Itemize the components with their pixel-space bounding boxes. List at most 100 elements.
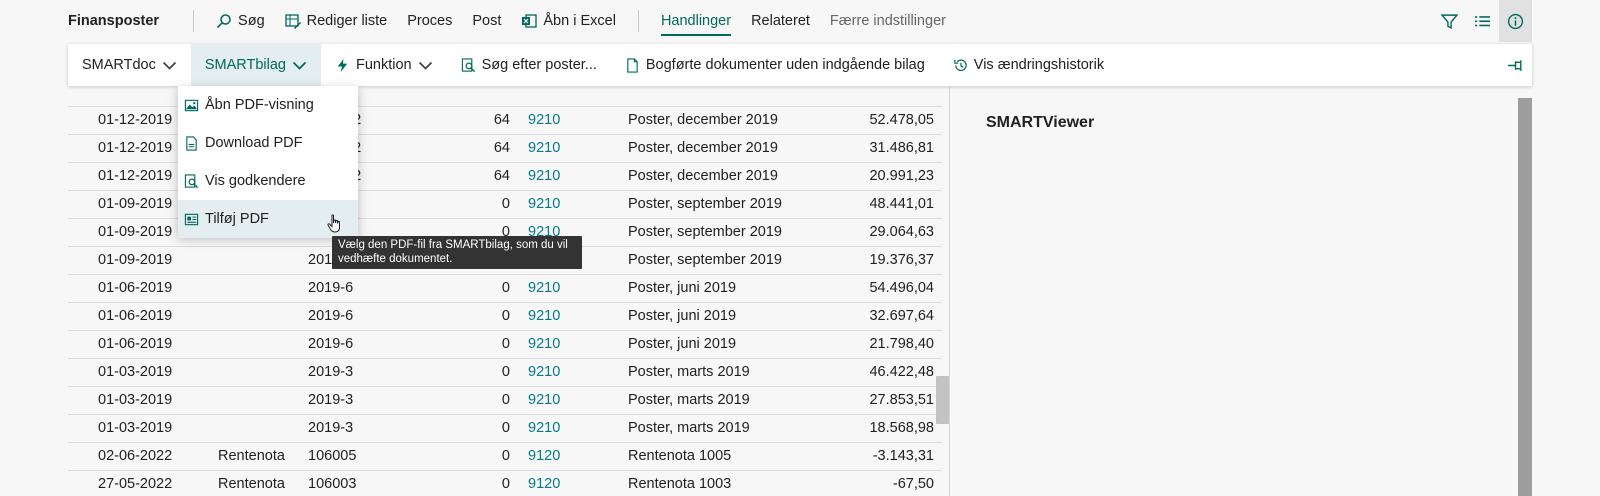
change-history-button[interactable]: Vis ændringshistorik: [939, 44, 1118, 86]
menu-item-label: Vis godkendere: [205, 173, 306, 189]
table-row[interactable]: 02-06-2022 Rentenota 106005 0 9120 Rentenota …: [68, 442, 942, 471]
account-link[interactable]: 9210: [528, 106, 628, 135]
chevron-down-icon: [162, 61, 177, 70]
account-link[interactable]: 9120: [528, 442, 628, 471]
description-cell: Poster, juni 2019: [628, 274, 823, 303]
document-no-cell: 2019-6: [308, 274, 413, 303]
number-cell: 0: [413, 190, 528, 219]
grid-scrollbar-thumb[interactable]: [936, 376, 949, 424]
table-row[interactable]: 01-06-2019 2019-6 0 9210 Poster, juni 2019 21…: [68, 330, 942, 359]
hand-cursor-icon: [327, 214, 340, 233]
table-row[interactable]: 01-03-2019 2019-3 0 9210 Poster, marts 2019 1…: [68, 414, 942, 443]
divider: [193, 10, 195, 32]
menu-item-add-pdf[interactable]: Tilføj PDF: [178, 200, 358, 238]
menu-item-show-approvers[interactable]: Vis godkendere: [178, 162, 358, 200]
lightning-icon: [337, 58, 348, 72]
account-link[interactable]: 9210: [528, 162, 628, 191]
post-menu[interactable]: Post: [462, 0, 511, 42]
filter-button[interactable]: [1433, 0, 1466, 42]
account-link[interactable]: 9210: [528, 330, 628, 359]
open-in-excel-button[interactable]: Åbn i Excel: [511, 0, 626, 42]
menu-item-download-pdf[interactable]: Download PDF: [178, 124, 358, 162]
posted-documents-button[interactable]: Bogførte dokumenter uden indgående bilag: [611, 44, 939, 86]
amount-cell: 21.798,40: [823, 330, 942, 359]
list-view-button[interactable]: [1466, 0, 1499, 42]
pin-icon[interactable]: [1507, 57, 1524, 74]
amount-cell: 31.486,81: [823, 134, 942, 163]
amount-cell: 54.496,04: [823, 274, 942, 303]
divider: [637, 10, 639, 32]
account-link[interactable]: 9210: [528, 134, 628, 163]
smartbilag-menu[interactable]: SMARTbilag: [190, 44, 321, 86]
post-label: Post: [472, 13, 502, 29]
document-no-cell: 2019-6: [308, 302, 413, 331]
account-link[interactable]: 9210: [528, 414, 628, 443]
search-button[interactable]: Søg: [206, 0, 275, 42]
amount-cell: 27.853,51: [823, 386, 942, 415]
smartdoc-menu[interactable]: SMARTdoc: [68, 44, 191, 86]
menu-item-open-pdf-view[interactable]: Åbn PDF-visning: [178, 86, 358, 124]
tab-actions[interactable]: Handlinger: [651, 0, 741, 42]
type-cell: [218, 274, 308, 303]
fewer-options-button[interactable]: Færre indstillinger: [820, 0, 956, 42]
account-link[interactable]: 9210: [528, 190, 628, 219]
account-link[interactable]: 9210: [528, 302, 628, 331]
edit-list-button[interactable]: Rediger liste: [275, 0, 398, 42]
fewer-options-label: Færre indstillinger: [829, 13, 946, 29]
number-cell: 64: [413, 106, 528, 135]
image-icon: [184, 99, 199, 111]
table-row[interactable]: 27-05-2022 Rentenota 106003 0 9120 Rentenota …: [68, 470, 942, 496]
number-cell: 0: [413, 302, 528, 331]
date-cell: 01-06-2019: [68, 330, 218, 359]
add-attachment-icon: [184, 213, 199, 225]
type-cell: [218, 358, 308, 387]
type-cell: [218, 386, 308, 415]
search-entries-button[interactable]: Søg efter poster...: [447, 44, 611, 86]
number-cell: 0: [413, 330, 528, 359]
table-row[interactable]: 01-06-2019 2019-6 0 9210 Poster, juni 2019 32…: [68, 302, 942, 331]
excel-icon: [522, 14, 538, 28]
tab-actions-label: Handlinger: [660, 13, 732, 29]
smartbilag-label: SMARTbilag: [204, 57, 286, 73]
menu-item-label: Download PDF: [205, 135, 303, 151]
chevron-down-icon: [418, 61, 432, 70]
number-cell: 0: [413, 386, 528, 415]
amount-cell: 19.376,37: [823, 246, 942, 275]
posted-documents-label: Bogførte dokumenter uden indgående bilag: [645, 57, 925, 73]
account-link[interactable]: 9120: [528, 470, 628, 496]
document-no-cell: 106003: [308, 470, 413, 496]
document-no-cell: 2019-3: [308, 414, 413, 443]
account-link[interactable]: 9210: [528, 358, 628, 387]
description-cell: Rentenota 1005: [628, 442, 823, 471]
amount-cell: 18.568,98: [823, 414, 942, 443]
search-icon: [216, 14, 231, 29]
document-no-cell: 2019-6: [308, 330, 413, 359]
account-link[interactable]: 9210: [528, 274, 628, 303]
tab-related[interactable]: Relateret: [741, 0, 820, 42]
table-row[interactable]: 01-06-2019 2019-6 0 9210 Poster, juni 2019 54…: [68, 274, 942, 303]
factbox-scrollbar[interactable]: [1518, 98, 1532, 496]
type-cell: Rentenota: [218, 470, 308, 496]
tab-related-label: Relateret: [751, 13, 810, 29]
smartbilag-dropdown: Åbn PDF-visning Download PDF Vis godkend…: [178, 86, 358, 238]
document-search-icon: [184, 173, 199, 188]
process-menu[interactable]: Proces: [397, 0, 462, 42]
table-row[interactable]: 01-03-2019 2019-3 0 9210 Poster, marts 2019 4…: [68, 358, 942, 387]
account-link[interactable]: 9210: [528, 386, 628, 415]
edit-list-icon: [284, 14, 301, 29]
description-cell: Poster, juni 2019: [628, 330, 823, 359]
description-cell: Poster, december 2019: [628, 134, 823, 163]
chevron-down-icon: [292, 61, 307, 70]
page-title: Finansposter: [68, 13, 160, 29]
function-menu[interactable]: Funktion: [321, 44, 447, 86]
table-row[interactable]: 01-03-2019 2019-3 0 9210 Poster, marts 2019 2…: [68, 386, 942, 415]
factbox-toggle-button[interactable]: [1499, 0, 1532, 42]
description-cell: Poster, september 2019: [628, 190, 823, 219]
number-cell: 0: [413, 442, 528, 471]
history-icon: [954, 59, 967, 71]
document-no-cell: 106005: [308, 442, 413, 471]
process-label: Proces: [407, 13, 453, 29]
